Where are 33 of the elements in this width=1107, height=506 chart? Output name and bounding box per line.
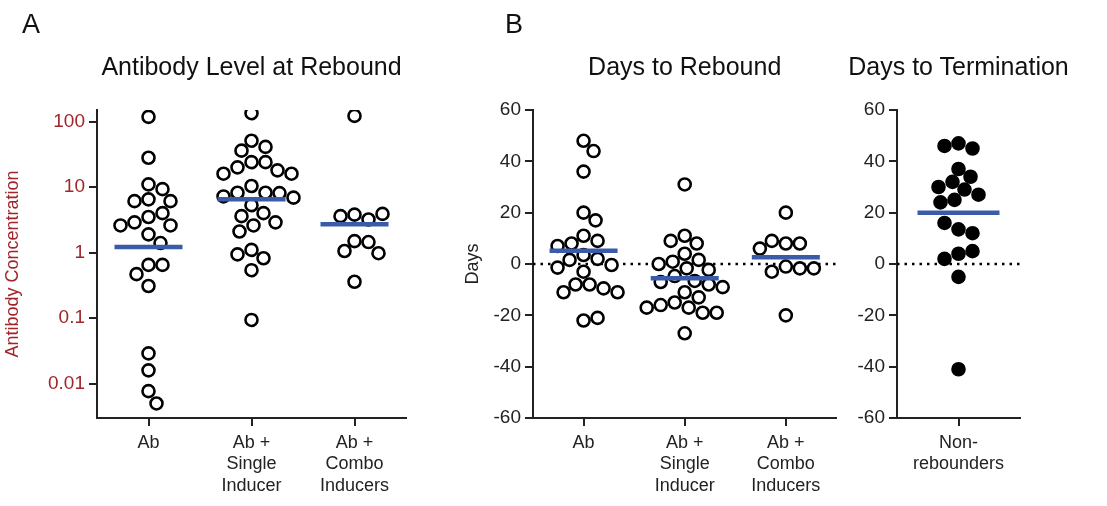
y-tick-label: 20 [499, 200, 521, 222]
chart-title: Days to Termination [848, 51, 1069, 80]
y-axis-title: Days [461, 243, 482, 285]
y-tick-label: 10 [63, 175, 85, 197]
y-tick-label: -60 [493, 406, 521, 428]
x-tick-label: Ab + Combo Inducers [751, 431, 821, 495]
y-tick-label: 40 [863, 149, 885, 171]
x-tick-label: Ab + Combo Inducers [319, 431, 390, 495]
y-tick-label: 40 [499, 149, 521, 171]
y-tick-label: -40 [857, 354, 885, 376]
chart-title: Days to Rebound [588, 51, 782, 80]
y-tick-label: -20 [857, 303, 885, 325]
y-tick-label: 0.01 [48, 371, 85, 393]
y-tick-label: 0 [874, 252, 885, 274]
x-tick-label: Non- rebounders [912, 431, 1005, 474]
y-tick-label: 60 [499, 98, 521, 120]
chart-title: Antibody Level at Rebound [101, 51, 402, 80]
x-tick-label: Ab [137, 431, 160, 452]
text: B [505, 9, 524, 40]
x-tick-label: Ab [572, 431, 595, 452]
y-tick-label: 1 [74, 240, 85, 262]
y-tick-label: 20 [863, 200, 885, 222]
text: A [22, 9, 41, 40]
y-axis-title: Antibody Concentration [1, 170, 22, 358]
y-tick-label: 0.1 [58, 306, 85, 328]
y-tick-label: -40 [493, 354, 521, 376]
y-tick-label: -20 [493, 303, 521, 325]
y-tick-label: 100 [53, 109, 85, 131]
x-tick-label: Ab + Single Inducer [654, 431, 715, 495]
y-tick-label: 60 [863, 98, 885, 120]
y-tick-label: 0 [510, 252, 521, 274]
y-tick-label: -60 [857, 406, 885, 428]
x-tick-label: Ab + Single Inducer [221, 431, 282, 495]
